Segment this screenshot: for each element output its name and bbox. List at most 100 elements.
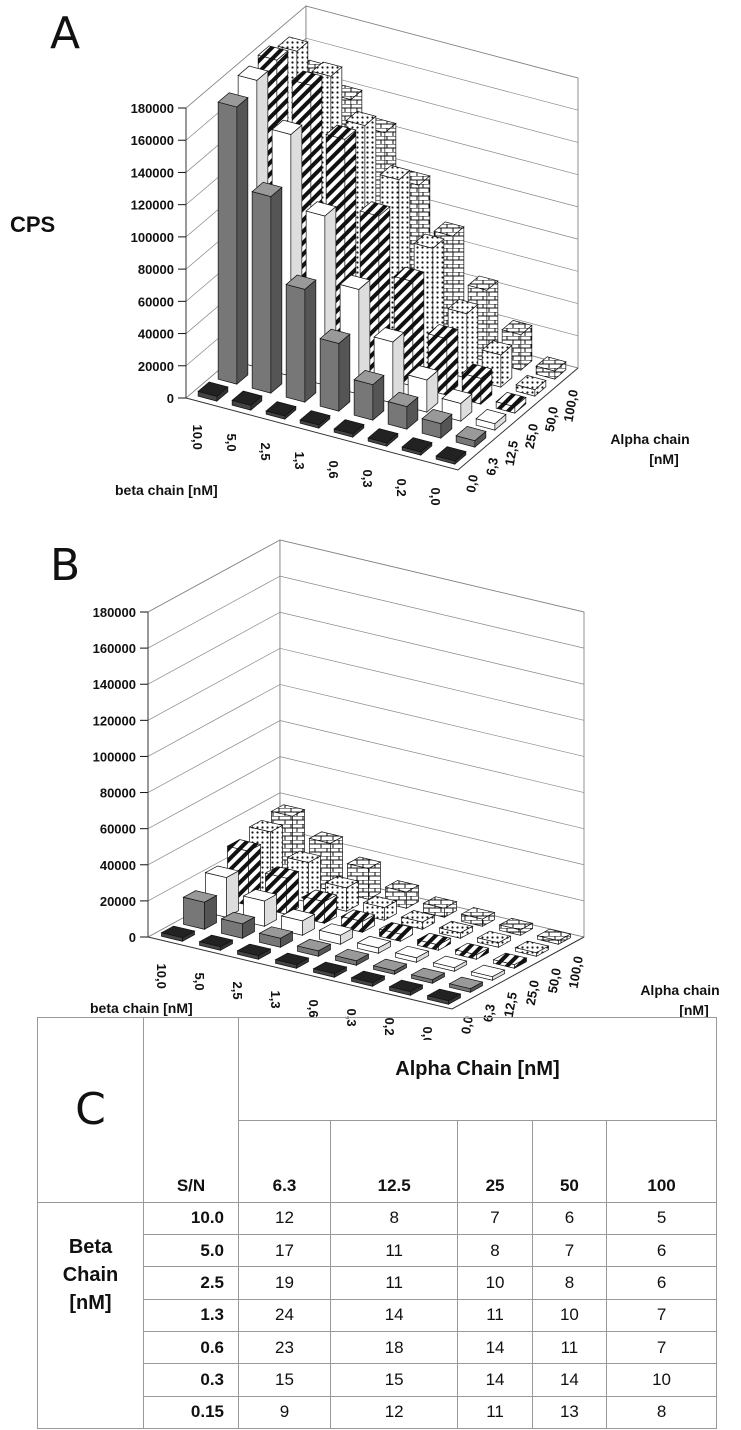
bar-top <box>460 907 496 920</box>
bar-top <box>476 930 512 944</box>
table-cell: 14 <box>457 1363 533 1397</box>
table-row: Beta Chain [nM] 10.0 12 8 7 6 5 <box>37 1201 717 1430</box>
bar-top <box>333 419 365 435</box>
beta-tick-label: 5,0 <box>224 434 239 452</box>
table-cell: 8 <box>606 1395 717 1430</box>
bar <box>387 391 419 430</box>
beta-tick-label: 0,6 <box>326 461 341 479</box>
bar <box>394 945 430 963</box>
bar <box>400 910 436 930</box>
bar <box>198 934 234 951</box>
bar <box>319 328 351 412</box>
table-cell: 19 <box>238 1266 331 1300</box>
table-row: 2.5 19 11 10 8 6 <box>38 1266 717 1300</box>
bar-top <box>393 266 425 282</box>
bar-front <box>319 338 340 412</box>
y-axis-title: CPS <box>10 212 55 237</box>
bar-top <box>312 961 348 975</box>
bar <box>536 928 572 945</box>
bar-top <box>535 356 567 372</box>
bar-top <box>467 275 499 291</box>
alpha-chain-header-text: Alpha Chain [nM] <box>395 1057 560 1080</box>
bar-top <box>345 110 377 126</box>
bar-top <box>319 328 351 344</box>
bar <box>312 961 348 978</box>
table-row-header: 0.6 <box>143 1330 239 1365</box>
bar-top <box>198 934 234 948</box>
bar-top <box>264 866 300 879</box>
bar-top <box>410 967 446 981</box>
alpha-tick-label: 25,0 <box>522 422 541 450</box>
bar-top <box>236 943 272 957</box>
bar-top <box>258 926 294 939</box>
bar-top <box>346 856 382 869</box>
bar-top <box>470 964 506 978</box>
bar-front <box>353 379 374 421</box>
table-cell: 10 <box>531 1298 608 1332</box>
beta-tick-label: 10,0 <box>154 964 169 989</box>
bar <box>393 266 425 387</box>
bar <box>427 324 459 396</box>
bar-top <box>481 340 513 356</box>
bar <box>285 274 317 403</box>
bar <box>432 955 468 972</box>
bar <box>455 426 487 448</box>
y-tick-label: 160000 <box>93 641 136 656</box>
bar <box>515 375 547 397</box>
y-tick-label: 120000 <box>93 713 136 728</box>
bar <box>441 388 473 422</box>
alpha-tick-label: 12,5 <box>502 439 521 467</box>
alpha-tick-label: 50,0 <box>542 405 561 433</box>
bar-top <box>220 911 256 925</box>
bar-top <box>324 875 360 889</box>
bar <box>274 952 310 969</box>
y-tick-label: 140000 <box>93 677 136 692</box>
table-row: 0.3 15 15 14 14 10 <box>38 1363 717 1397</box>
bar-top <box>454 942 490 956</box>
gridline <box>147 611 585 685</box>
table-cell: 11 <box>531 1330 608 1365</box>
bar-top <box>257 45 289 61</box>
bar <box>514 940 550 957</box>
bar-top <box>413 233 445 249</box>
bar <box>251 181 283 394</box>
bar-top <box>248 819 284 833</box>
bar <box>401 437 433 456</box>
table-row-header: 5.0 <box>143 1234 239 1268</box>
bar <box>388 979 424 996</box>
bar-top <box>448 976 484 990</box>
table-row-header: 0.3 <box>143 1363 239 1397</box>
beta-tick-label: 2,5 <box>230 982 245 1000</box>
sn-table-panel: C S/N Alpha Chain [nM] 6.3 12.5 25 50 100 Be… <box>37 1016 717 1430</box>
table-row: 5.0 17 11 8 7 6 <box>38 1234 717 1268</box>
bar-top <box>427 324 459 340</box>
bar-top <box>378 922 414 935</box>
bar-top <box>536 928 572 942</box>
bar-top <box>265 401 297 417</box>
table-cell: 15 <box>329 1363 459 1397</box>
bar-top <box>407 365 439 381</box>
bar <box>299 410 331 429</box>
bar <box>236 943 272 960</box>
gridline <box>147 539 585 613</box>
gridline <box>147 575 585 649</box>
table-row: 1.3 24 14 11 10 7 <box>38 1298 717 1332</box>
table-cell: 14 <box>457 1330 533 1365</box>
bar-top <box>455 426 487 442</box>
bar-top <box>379 165 411 181</box>
bar-top <box>501 320 533 336</box>
bar-top <box>400 910 436 923</box>
bar-top <box>384 880 420 893</box>
alpha-tick-label: 100,0 <box>566 955 586 990</box>
bar-top <box>271 119 303 135</box>
gridline <box>147 756 585 830</box>
table-column-header: 50 <box>531 1120 608 1203</box>
alpha-axis-unit: [nM] <box>679 1002 709 1018</box>
table-column-header: 100 <box>606 1120 717 1203</box>
bar-side <box>338 333 351 412</box>
alpha-axis-title: Alpha chain <box>610 431 689 447</box>
table-cell: 13 <box>531 1395 608 1430</box>
y-tick-label: 120000 <box>131 198 174 213</box>
bar-top <box>438 920 474 934</box>
bar-top <box>217 92 249 108</box>
